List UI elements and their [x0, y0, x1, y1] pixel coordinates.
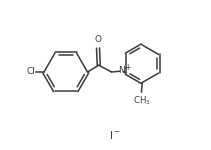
Text: I$^-$: I$^-$ [109, 129, 120, 141]
Text: CH$_3$: CH$_3$ [133, 94, 150, 107]
Text: O: O [95, 35, 101, 44]
Text: +: + [124, 63, 131, 72]
Text: N: N [118, 66, 125, 75]
Text: Cl: Cl [26, 68, 35, 76]
